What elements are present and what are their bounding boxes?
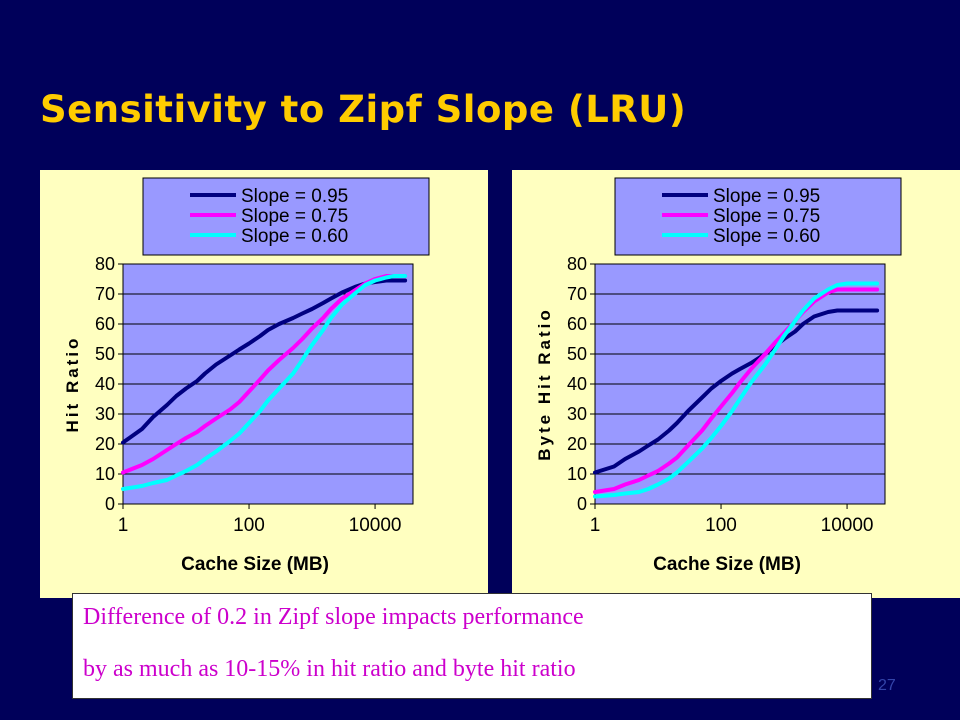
y-tick-label: 0 [105,494,115,514]
x-tick-label: 1 [118,515,129,536]
x-axis-title: Cache Size (MB) [653,554,801,575]
x-axis-title: Cache Size (MB) [181,554,329,575]
y-tick-label: 70 [567,284,587,304]
page-number: 27 [878,677,896,695]
y-tick-label: 60 [95,314,115,334]
legend-label: Slope = 0.75 [713,206,820,227]
y-tick-label: 20 [567,434,587,454]
y-tick-label: 10 [567,464,587,484]
y-tick-label: 50 [95,344,115,364]
legend-label: Slope = 0.60 [241,226,348,247]
y-tick-label: 40 [567,374,587,394]
y-tick-label: 50 [567,344,587,364]
legend-label: Slope = 0.95 [713,186,820,207]
y-tick-label: 30 [95,404,115,424]
y-axis-title: Hit Ratio [63,336,82,433]
slide-title: Sensitivity to Zipf Slope (LRU) [40,88,686,131]
y-tick-label: 30 [567,404,587,424]
x-tick-label: 100 [705,515,737,536]
x-tick-label: 10000 [821,515,874,536]
summary-line-1: Difference of 0.2 in Zipf slope impacts … [83,604,584,631]
hit-ratio-chart: Slope = 0.95 Slope = 0.75 Slope = 0.60 0 10 2… [40,170,488,598]
legend-label: Slope = 0.60 [713,226,820,247]
y-axis-title: Byte Hit Ratio [535,307,554,460]
legend-label: Slope = 0.75 [241,206,348,227]
x-tick-label: 100 [233,515,265,536]
legend-label: Slope = 0.95 [241,186,348,207]
y-tick-label: 80 [567,254,587,274]
summary-callout: Difference of 0.2 in Zipf slope impacts … [72,593,872,699]
y-tick-label: 80 [95,254,115,274]
y-tick-label: 10 [95,464,115,484]
y-tick-label: 70 [95,284,115,304]
x-tick-label: 10000 [349,515,402,536]
y-tick-label: 60 [567,314,587,334]
y-tick-label: 20 [95,434,115,454]
y-tick-label: 0 [577,494,587,514]
x-tick-label: 1 [590,515,601,536]
summary-line-2: by as much as 10-15% in hit ratio and by… [83,656,576,683]
y-tick-label: 40 [95,374,115,394]
byte-hit-ratio-chart: Slope = 0.95 Slope = 0.75 Slope = 0.60 0 10 2… [512,170,960,598]
